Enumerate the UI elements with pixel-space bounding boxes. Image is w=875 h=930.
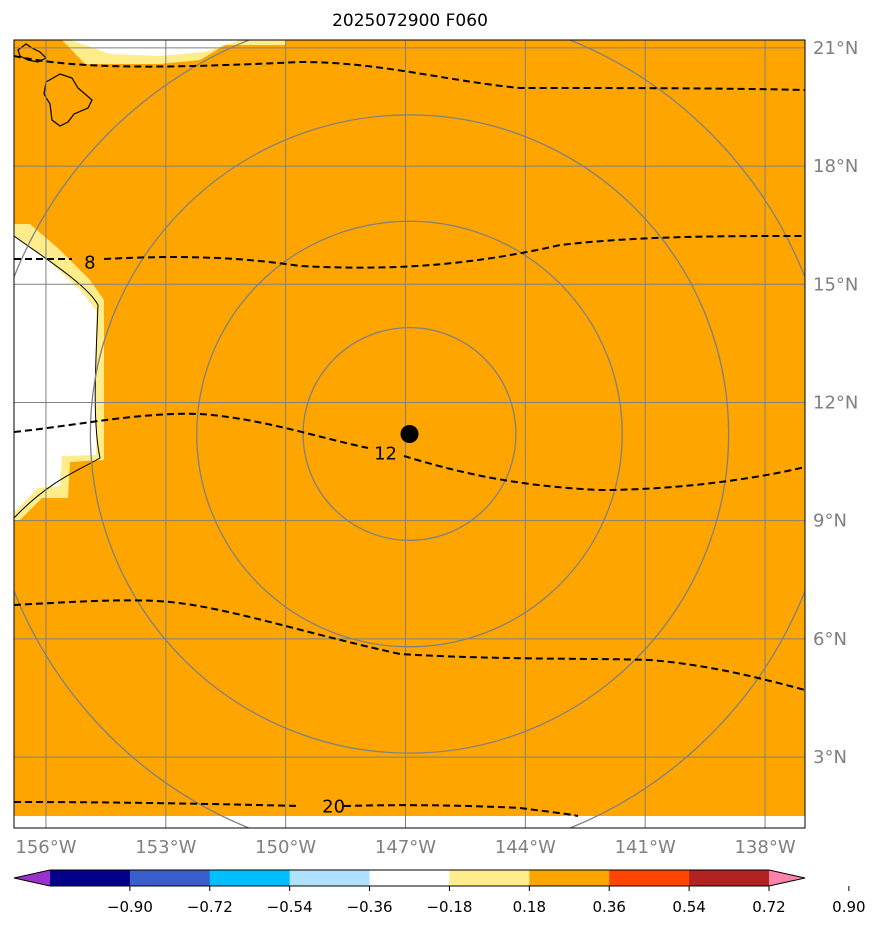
contour-label: 8 [84, 253, 95, 274]
colorbar-segment [209, 870, 291, 886]
colorbar-tick-label: −0.54 [267, 898, 313, 916]
longitude-tick-label: 156°W [15, 837, 76, 858]
colorbar-tick-label: −0.36 [347, 898, 393, 916]
range-rings [14, 40, 805, 828]
colorbar-segment [129, 870, 211, 886]
latitude-tick-label: 21°N [813, 38, 858, 59]
colorbar-segment [289, 870, 371, 886]
colorbar-segment [369, 870, 450, 886]
colorbar-tick-label: 0.18 [513, 898, 546, 916]
range-ring [89, 114, 730, 754]
map-frame [13, 39, 806, 829]
longitude-tick-label: 144°W [495, 837, 556, 858]
coastline-west-boundary [14, 235, 101, 519]
range-ring [196, 220, 623, 648]
contour-label: 12 [374, 444, 397, 465]
latitude-tick-label: 3°N [813, 747, 847, 768]
graticule [14, 40, 805, 828]
longitude-tick-label: 141°W [615, 837, 676, 858]
colorbar-segment [689, 870, 770, 886]
longitude-tick-label: 138°W [734, 837, 795, 858]
colorbar-tick-label: −0.18 [426, 898, 472, 916]
island-hawaii [43, 73, 93, 127]
colorbar-segment [50, 870, 131, 886]
colorbar-outline [13, 869, 806, 887]
contour-line-16 [14, 599, 805, 691]
map-panel: 8 12 20 [13, 39, 806, 829]
contour-line-8 [14, 235, 805, 269]
latitude-tick-label: 6°N [813, 629, 847, 650]
colorbar-segment [449, 870, 530, 886]
colorbar-extend-low [14, 870, 50, 886]
map-title: 2025072900 F060 [332, 11, 488, 31]
latitude-tick-labels: 21°N 18°N 15°N 12°N 9°N 6°N 3°N [813, 38, 858, 768]
longitude-tick-label: 147°W [375, 837, 436, 858]
latitude-tick-label: 15°N [813, 274, 858, 295]
colorbar-tick-label: −0.90 [107, 898, 153, 916]
colorbar-tick-label: 0.90 [832, 898, 865, 916]
colorbar-tick-labels: −0.90 −0.72 −0.54 −0.36 −0.18 0.18 0.36 0.54 0.7… [107, 886, 866, 916]
dashed-contours [14, 55, 805, 817]
longitude-tick-labels: 156°W 153°W 150°W 147°W 144°W 141°W 138°W [15, 837, 795, 858]
longitude-tick-label: 150°W [255, 837, 316, 858]
contour-line-1 [14, 55, 805, 91]
colorbar-segment [529, 870, 610, 886]
colorbar-tick-label: 0.54 [672, 898, 705, 916]
latitude-tick-label: 12°N [813, 392, 858, 413]
contour-line-20 [14, 801, 579, 817]
colorbar-tick-label: −0.72 [187, 898, 233, 916]
storm-center-marker [400, 425, 419, 443]
contour-label: 20 [322, 796, 345, 817]
latitude-tick-label: 18°N [813, 156, 858, 177]
colorbar-extend-high [769, 870, 805, 886]
contour-labels: 8 12 20 [84, 253, 397, 818]
longitude-tick-label: 153°W [135, 837, 196, 858]
colorbar-tick-label: 0.36 [593, 898, 626, 916]
latitude-tick-label: 9°N [813, 511, 847, 532]
field-patch-west-white [14, 236, 96, 512]
range-ring [302, 326, 517, 542]
colorbar-tick-label: 0.72 [752, 898, 785, 916]
contour-line-12 [14, 412, 805, 492]
colorbar-segment [609, 870, 690, 886]
colorbar [13, 869, 806, 887]
